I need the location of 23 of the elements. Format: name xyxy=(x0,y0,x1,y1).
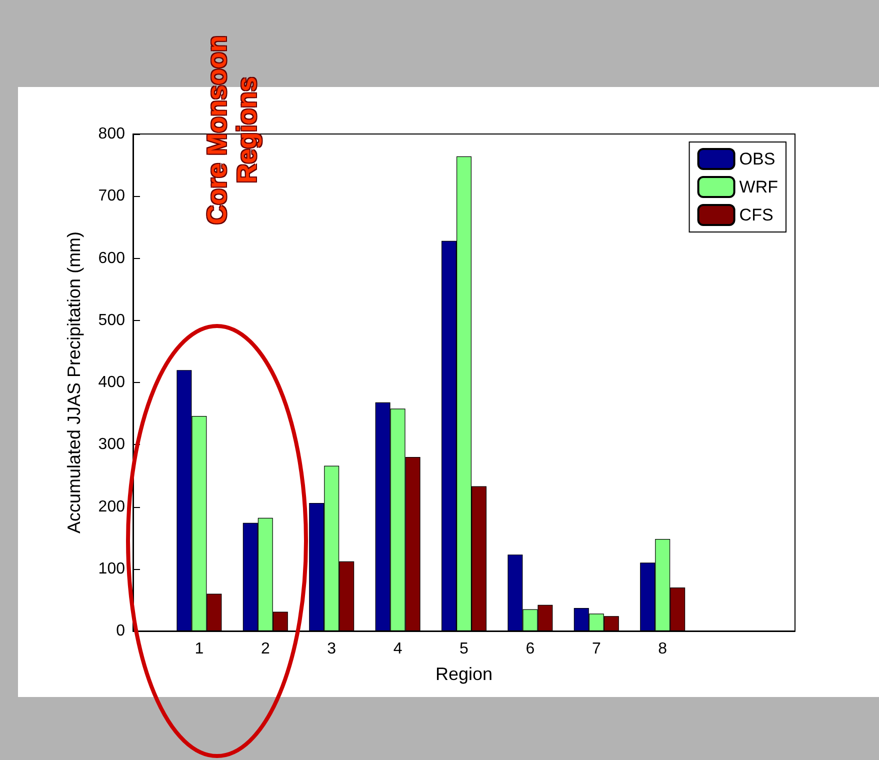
legend-label: CFS xyxy=(739,206,774,224)
y-axis-title: Accumulated JJAS Precipitation (mm) xyxy=(64,231,84,534)
y-tick-label: 100 xyxy=(98,560,126,578)
y-tick-label: 500 xyxy=(98,312,126,329)
x-tick-label: 8 xyxy=(658,640,668,658)
y-tick-label: 700 xyxy=(98,188,126,205)
y-tick-label: 300 xyxy=(98,436,126,454)
annotation: Core Monsoon Regions xyxy=(202,36,262,224)
x-tick-label: 2 xyxy=(260,640,270,658)
x-tick-label: 7 xyxy=(592,640,601,658)
x-tick-label: 3 xyxy=(327,640,336,658)
x-tick-label: 5 xyxy=(460,640,469,658)
y-tick-label: 600 xyxy=(98,250,126,267)
y-tick-label: 800 xyxy=(98,126,126,142)
legend-label: OBS xyxy=(739,150,776,168)
y-tick-label: 200 xyxy=(98,498,126,516)
legend-label: WRF xyxy=(739,178,778,196)
y-tick-label: 0 xyxy=(116,622,126,640)
x-tick-label: 1 xyxy=(194,640,204,658)
x-tick-label: 6 xyxy=(526,640,535,658)
x-axis-title: Region xyxy=(435,664,493,684)
x-tick-label: 4 xyxy=(393,640,402,658)
y-tick-label: 400 xyxy=(98,374,126,391)
